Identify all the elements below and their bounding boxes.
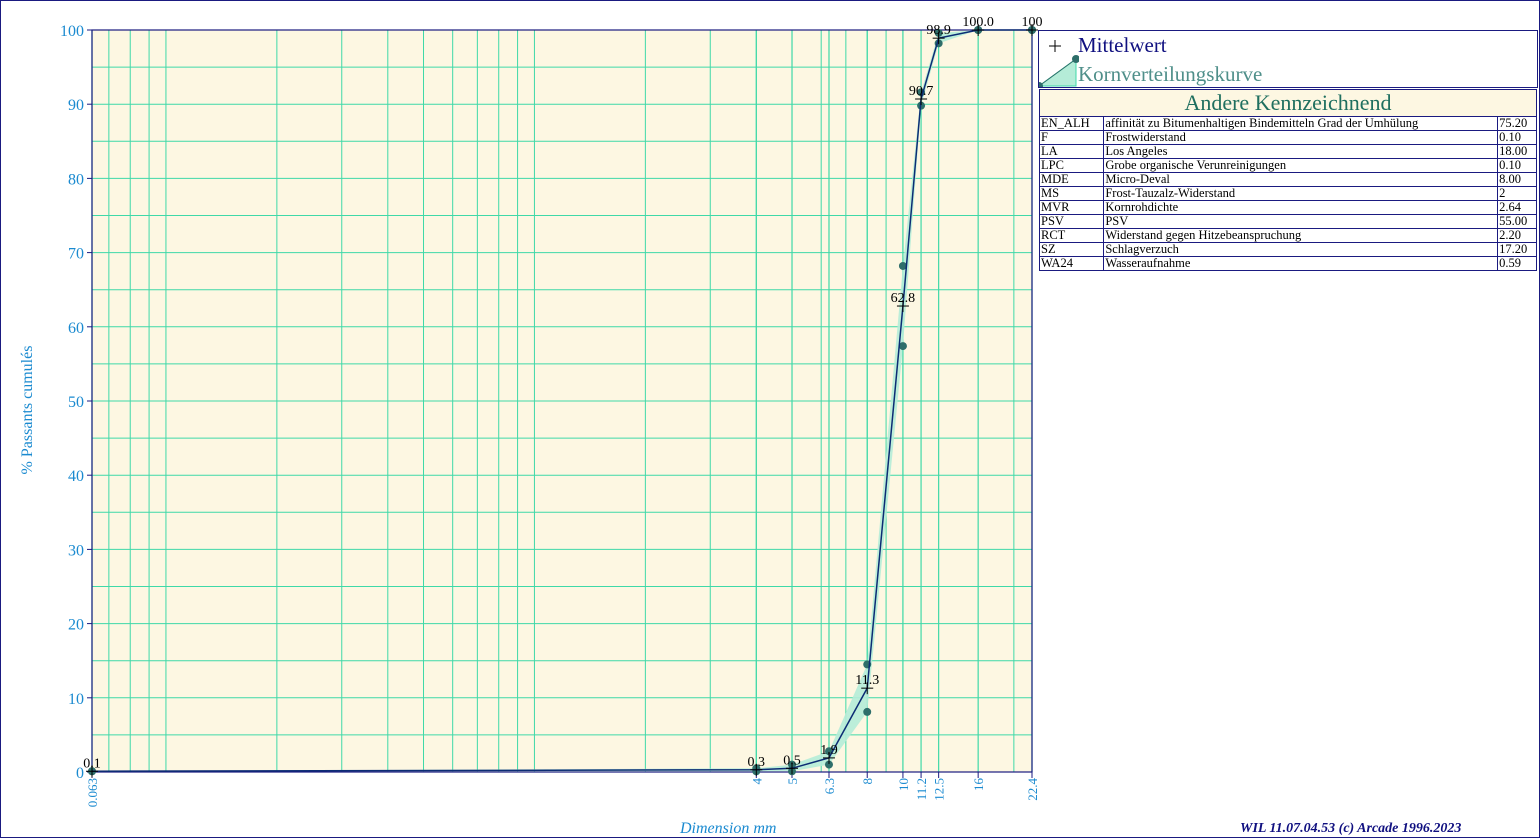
property-value: 17.20 xyxy=(1497,242,1537,257)
data-label: 0.3 xyxy=(748,755,766,770)
y-tick-label: 70 xyxy=(68,246,84,263)
property-value: 8.00 xyxy=(1497,172,1537,187)
legend-symbols xyxy=(1039,40,1079,87)
y-tick-label: 90 xyxy=(68,97,84,114)
property-value: 55.00 xyxy=(1497,214,1537,229)
property-name: Widerstand gegen Hitzebeanspruchung xyxy=(1103,228,1499,243)
property-name: Frostwiderstand xyxy=(1103,130,1499,145)
property-name: Frost-Tauzalz-Widerstand xyxy=(1103,186,1499,201)
property-value: 2.64 xyxy=(1497,200,1537,215)
property-name: affinität zu Bitumenhaltigen Bindemittel… xyxy=(1103,116,1499,131)
property-code: WA24 xyxy=(1038,256,1105,271)
x-tick-label: 11.2 xyxy=(914,778,929,800)
data-label: 100 xyxy=(1022,15,1043,30)
x-tick-label: 10 xyxy=(896,778,911,791)
properties-table: Andere Kennzeichnend EN_ALH affinität zu … xyxy=(1038,89,1537,271)
data-label: 1.9 xyxy=(820,743,838,758)
legend-point-low xyxy=(1039,82,1043,87)
data-label: 98.9 xyxy=(926,23,951,38)
y-tick-label: 50 xyxy=(68,394,84,411)
data-label: 100.0 xyxy=(962,15,994,30)
legend-mean-label: Mittelwert xyxy=(1078,33,1167,57)
envelope-point-lower xyxy=(898,342,907,351)
y-tick-label: 30 xyxy=(68,542,84,559)
property-name: PSV xyxy=(1103,214,1499,229)
properties-row: RCT Widerstand gegen Hitzebeanspruchung 2.… xyxy=(1038,228,1537,243)
property-code: LPC xyxy=(1038,158,1105,173)
property-code: LA xyxy=(1038,144,1105,159)
properties-row: F Frostwiderstand 0.10 xyxy=(1038,130,1537,145)
y-tick-label: 100 xyxy=(60,23,84,40)
y-axis-title: % Passants cumulés xyxy=(19,345,36,475)
footer-copyright: WIL 11.07.04.53 (c) Arcade 1996.2023 xyxy=(1240,821,1462,836)
property-value: 0.59 xyxy=(1497,256,1537,271)
property-name: Kornrohdichte xyxy=(1103,200,1499,215)
property-code: RCT xyxy=(1038,228,1105,243)
property-value: 0.10 xyxy=(1497,158,1537,173)
data-label: 0.5 xyxy=(783,753,801,768)
properties-row: MS Frost-Tauzalz-Widerstand 2 xyxy=(1038,186,1537,201)
x-axis-title: Dimension mm xyxy=(680,820,777,837)
data-label: 90.7 xyxy=(909,84,934,99)
property-value: 75.20 xyxy=(1497,116,1537,131)
properties-row: MDE Micro-Deval 8.00 xyxy=(1038,172,1537,187)
property-code: F xyxy=(1038,130,1105,145)
x-tick-label: 6.3 xyxy=(822,778,837,794)
property-value: 18.00 xyxy=(1497,144,1537,159)
data-label: 0.1 xyxy=(83,756,101,771)
data-label: 62.8 xyxy=(891,291,916,306)
property-code: SZ xyxy=(1038,242,1105,257)
legend xyxy=(1038,30,1538,88)
property-value: 2.20 xyxy=(1497,228,1537,243)
y-tick-label: 20 xyxy=(68,617,84,634)
properties-title: Andere Kennzeichnend xyxy=(1039,89,1537,117)
property-code: MS xyxy=(1038,186,1105,201)
property-name: Micro-Deval xyxy=(1103,172,1499,187)
x-tick-label: 22.4 xyxy=(1025,778,1040,801)
properties-row: LA Los Angeles 18.00 xyxy=(1038,144,1537,159)
property-code: EN_ALH xyxy=(1038,116,1105,131)
legend-point-high xyxy=(1072,55,1079,63)
x-tick-label: 5 xyxy=(785,778,800,785)
property-name: Wasseraufnahme xyxy=(1103,256,1499,271)
envelope-point-upper xyxy=(898,261,907,270)
y-tick-label: 60 xyxy=(68,320,84,337)
y-tick-label: 40 xyxy=(68,468,84,485)
x-tick-label: 0.063 xyxy=(85,778,100,807)
property-code: MVR xyxy=(1038,200,1105,215)
property-value: 2 xyxy=(1497,186,1537,201)
y-tick-label: 80 xyxy=(68,171,84,188)
mean-line xyxy=(91,29,1032,773)
properties-row: MVR Kornrohdichte 2.64 xyxy=(1038,200,1537,215)
property-name: Grobe organische Verunreinigungen xyxy=(1103,158,1499,173)
property-name: Schlagverzuch xyxy=(1103,242,1499,257)
property-code: PSV xyxy=(1038,214,1105,229)
legend-curve-label: Kornverteilungskurve xyxy=(1078,62,1263,86)
x-tick-label: 4 xyxy=(749,778,764,785)
x-tick-label: 8 xyxy=(860,778,875,785)
envelope-point-lower xyxy=(824,760,833,769)
properties-row: EN_ALH affinität zu Bitumenhaltigen Binde… xyxy=(1038,116,1537,131)
properties-row: LPC Grobe organische Verunreinigungen 0.10 xyxy=(1038,158,1537,173)
properties-row: PSV PSV 55.00 xyxy=(1038,214,1537,229)
y-tick-label: 10 xyxy=(68,691,84,708)
y-tick-label: 0 xyxy=(76,765,84,782)
property-value: 0.10 xyxy=(1497,130,1537,145)
x-tick-label: 16 xyxy=(971,778,986,792)
data-label: 11.3 xyxy=(855,673,879,688)
x-tick-label: 12.5 xyxy=(932,778,947,801)
properties-row: WA24 Wasseraufnahme 0.59 xyxy=(1038,256,1537,271)
property-name: Los Angeles xyxy=(1103,144,1499,159)
property-code: MDE xyxy=(1038,172,1105,187)
envelope-point-lower xyxy=(863,707,872,716)
properties-row: SZ Schlagverzuch 17.20 xyxy=(1038,242,1537,257)
